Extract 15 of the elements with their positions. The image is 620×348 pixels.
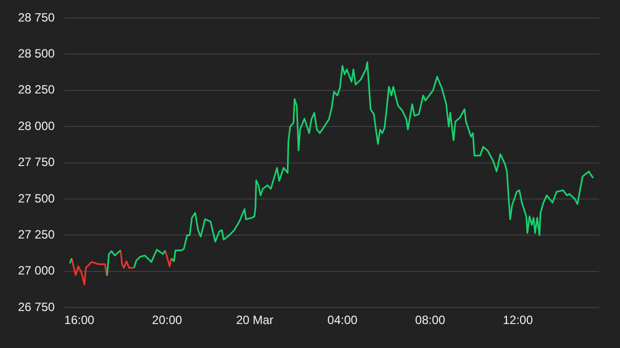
- y-tick-label: 27 750: [18, 155, 56, 170]
- y-tick-label: 27 000: [18, 264, 56, 278]
- x-tick-label: 20 Mar: [236, 313, 274, 328]
- y-tick-label: 28 250: [18, 82, 56, 97]
- x-tick-label: 08:00: [415, 313, 446, 328]
- y-tick-label: 27 500: [18, 191, 56, 206]
- y-tick-label: 28 500: [18, 46, 56, 61]
- x-tick-label: 16:00: [64, 313, 95, 328]
- x-tick-label: 04:00: [327, 313, 358, 328]
- x-tick-label: 20:00: [152, 313, 182, 328]
- y-tick-label: 28 000: [18, 118, 56, 133]
- y-tick-label: 26 750: [18, 300, 56, 314]
- y-tick-label: 27 250: [18, 228, 56, 242]
- x-tick-label: 12:00: [502, 313, 534, 328]
- y-tick-label: 28 750: [18, 10, 56, 24]
